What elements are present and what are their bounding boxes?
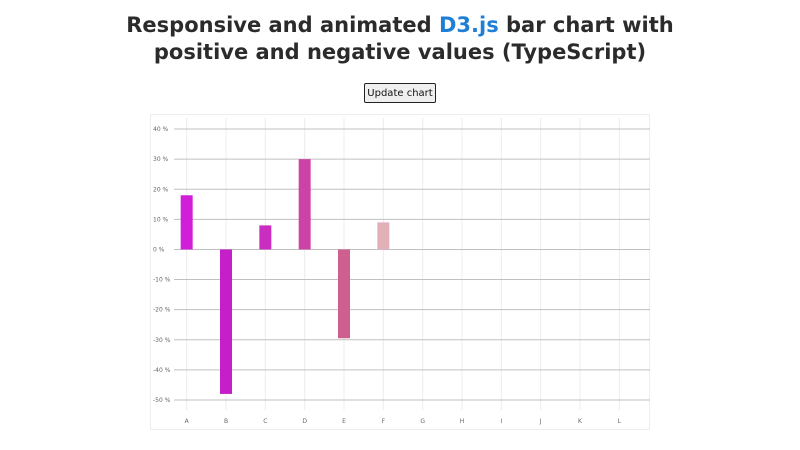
x-tick-label: K bbox=[578, 418, 583, 425]
y-tick-label: -30 % bbox=[153, 337, 171, 344]
x-tick-label: C bbox=[263, 418, 267, 425]
chart-container: 40 % 30 % 20 % 10 % 0 % -10 % -20 % -30 % -40 % -… bbox=[150, 114, 650, 430]
y-tick-label: 10 % bbox=[153, 216, 169, 223]
chart-frame bbox=[150, 114, 650, 430]
bar-c bbox=[259, 225, 272, 250]
y-tick-label: -40 % bbox=[153, 367, 171, 374]
bar-e bbox=[338, 249, 350, 339]
x-tick-label: B bbox=[224, 418, 228, 425]
title-text-end: bar chart with bbox=[498, 13, 674, 37]
y-tick-label: -20 % bbox=[153, 307, 171, 314]
update-chart-button[interactable]: Update chart bbox=[364, 83, 436, 103]
title-line-2: positive and negative values (TypeScript… bbox=[153, 40, 647, 64]
y-tick-label: 30 % bbox=[153, 156, 169, 163]
x-tick-label: L bbox=[618, 418, 622, 425]
x-tick-label: G bbox=[420, 418, 425, 425]
bar-b bbox=[220, 249, 232, 394]
bars-group bbox=[180, 159, 390, 394]
y-tick-label: 0 % bbox=[153, 246, 165, 253]
y-axis: 40 % 30 % 20 % 10 % 0 % -10 % -20 % -30 % -40 % -… bbox=[153, 126, 171, 404]
y-tick-label: 40 % bbox=[153, 126, 169, 133]
horizontal-grid bbox=[174, 128, 650, 401]
bar-d bbox=[298, 159, 311, 250]
x-tick-label: A bbox=[185, 418, 190, 425]
x-axis: A B C D E F G H I J K L bbox=[185, 418, 622, 425]
x-tick-label: H bbox=[460, 418, 465, 425]
vertical-grid bbox=[186, 118, 620, 410]
x-tick-label: I bbox=[500, 418, 502, 425]
y-tick-label: 20 % bbox=[153, 186, 169, 193]
x-tick-label: F bbox=[382, 418, 386, 425]
bar-chart: 40 % 30 % 20 % 10 % 0 % -10 % -20 % -30 % -40 % -… bbox=[150, 114, 650, 430]
x-tick-label: E bbox=[342, 418, 346, 425]
bar-f bbox=[377, 222, 390, 250]
title-text-start: Responsive and animated bbox=[126, 13, 439, 37]
page-title: Responsive and animated D3.js bar chart … bbox=[0, 12, 800, 66]
y-tick-label: -50 % bbox=[153, 397, 171, 404]
d3-link[interactable]: D3.js bbox=[438, 13, 499, 37]
x-tick-label: J bbox=[539, 418, 542, 425]
bar-a bbox=[180, 195, 193, 250]
y-tick-label: -10 % bbox=[153, 277, 171, 284]
x-tick-label: D bbox=[302, 418, 307, 425]
